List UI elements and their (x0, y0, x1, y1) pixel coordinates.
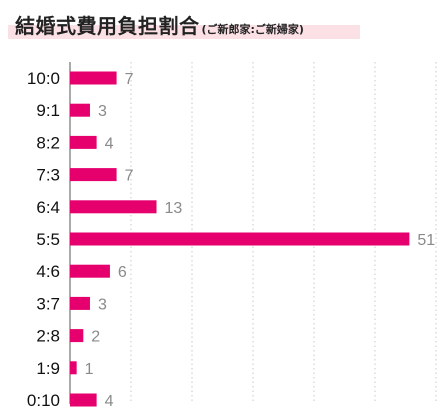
bar (70, 71, 117, 85)
bar (70, 232, 410, 246)
bar (70, 393, 97, 407)
chart-marks: 10:0 7 9:1 3 8:2 4 7:3 7 6:4 13 5:5 51 4:6 6 3:7 3 2:8 2 1… (27, 69, 435, 410)
value-label: 6 (118, 264, 127, 281)
bar (70, 296, 90, 310)
bar (70, 135, 97, 149)
bar (70, 264, 110, 278)
value-label: 13 (165, 200, 183, 217)
value-label: 3 (98, 296, 107, 313)
category-label: 6:4 (36, 198, 60, 217)
bar (70, 200, 157, 214)
bar (70, 329, 84, 343)
category-label: 10:0 (27, 69, 60, 88)
chart-subtitle: (ご新郎家:ご新婦家) (201, 23, 304, 36)
chart-title-main: 結婚式費用負担割合 (15, 14, 200, 38)
value-label: 1 (85, 361, 94, 378)
bar (70, 103, 90, 117)
bar (70, 361, 77, 375)
value-label: 3 (98, 103, 107, 120)
value-label: 4 (105, 393, 114, 410)
category-label: 4:6 (36, 262, 60, 281)
category-label: 8:2 (36, 133, 60, 152)
category-label: 0:10 (27, 391, 60, 410)
category-label: 2:8 (36, 327, 60, 346)
category-label: 9:1 (36, 101, 60, 120)
category-label: 5:5 (36, 230, 60, 249)
category-label: 1:9 (36, 359, 60, 378)
chart-title-block: 結婚式費用負担割合 (ご新郎家:ご新婦家) (8, 6, 360, 40)
chart-title: 結婚式費用負担割合 (ご新郎家:ご新婦家) (15, 10, 304, 39)
category-label: 3:7 (36, 294, 60, 313)
value-label: 7 (125, 71, 134, 88)
value-label: 2 (91, 329, 100, 346)
bar (70, 168, 117, 182)
value-label: 4 (105, 135, 114, 152)
category-label: 7:3 (36, 166, 60, 185)
value-label: 51 (417, 232, 435, 249)
title-highlight (8, 25, 360, 39)
value-label: 7 (125, 168, 134, 185)
